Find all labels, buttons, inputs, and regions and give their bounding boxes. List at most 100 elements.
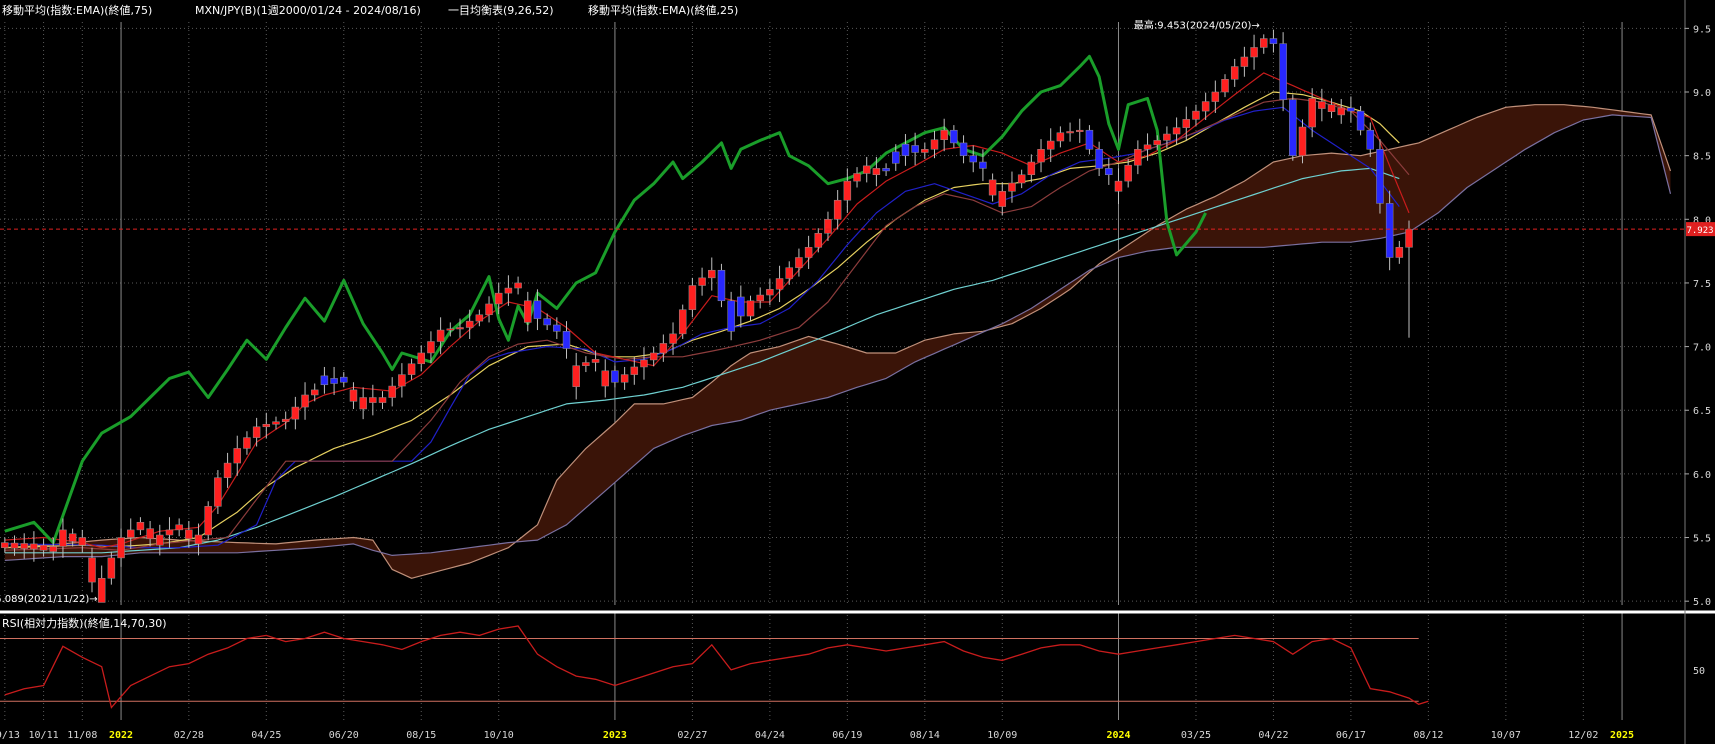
- cloud-fill: [4, 104, 1671, 579]
- y-tick-label: 5.5: [1693, 534, 1711, 545]
- candle-body: [775, 278, 784, 290]
- candle-body: [543, 318, 551, 326]
- x-tick-label: 08/15: [406, 730, 436, 741]
- candle-body: [465, 320, 474, 328]
- x-tick-label: 09/13: [0, 730, 20, 741]
- candle-body: [223, 462, 232, 478]
- candle-body: [1376, 149, 1384, 204]
- candle-body: [446, 328, 455, 331]
- candle-body: [620, 374, 629, 383]
- x-tick-label: 04/24: [755, 730, 785, 741]
- candle-body: [766, 289, 774, 296]
- y-tick-label: 8.5: [1693, 152, 1711, 163]
- candle-body: [146, 528, 154, 540]
- candle-body: [243, 437, 251, 449]
- candle-body: [553, 324, 561, 332]
- candle-body: [427, 341, 435, 354]
- rsi-panel: [0, 625, 1429, 709]
- candle-body: [1366, 129, 1375, 150]
- candle-body: [1395, 247, 1404, 258]
- candle-body: [107, 557, 116, 579]
- candle-body: [930, 139, 939, 150]
- candle-body: [582, 362, 590, 366]
- candle-body: [407, 363, 416, 375]
- candle-body: [291, 406, 300, 420]
- candle-body: [562, 331, 571, 349]
- candle-body: [494, 292, 503, 305]
- candle-body: [1385, 203, 1394, 258]
- candle-body: [969, 155, 977, 163]
- candle-body: [20, 543, 28, 549]
- candle-body: [1, 542, 9, 548]
- axes: 9.5 9.0 8.5 8.0 7.5 7.0 6.5 6.0 5.5 5.0 50 09/13 10/…: [0, 24, 1711, 741]
- candle-body: [524, 300, 532, 323]
- y-tick-label: 7.0: [1693, 343, 1711, 354]
- candle-body: [746, 300, 755, 317]
- candle-body: [117, 537, 125, 559]
- ema25-line: [4, 91, 1400, 549]
- candle-body: [795, 257, 803, 268]
- candle-body: [330, 378, 338, 384]
- annotations: 7.923 最高:9.453(2024/05/20)→ 最安:5.089(2021/…: [0, 18, 1715, 605]
- candle-body: [727, 300, 735, 332]
- candle-body: [388, 385, 396, 398]
- candle-body: [1085, 129, 1094, 150]
- candle-body: [1260, 38, 1268, 48]
- header-ichimoku: 一目均衡表(9,26,52): [448, 3, 554, 17]
- last-price-label: 7.923: [1686, 226, 1713, 236]
- tenkan-line: [4, 72, 1410, 549]
- candle-body: [97, 578, 106, 603]
- candle-body: [1356, 110, 1365, 131]
- candle-body: [572, 365, 580, 387]
- candle-body: [272, 421, 280, 425]
- candle-body: [204, 506, 212, 536]
- low-price-label: 最安:5.089(2021/11/22)→: [0, 592, 98, 605]
- high-price-label: 最高:9.453(2024/05/20)→: [1134, 18, 1260, 31]
- x-tick-label: 06/19: [832, 730, 862, 741]
- candle-body: [698, 277, 706, 286]
- rsi-line: [4, 625, 1429, 709]
- candle-body: [737, 296, 745, 317]
- candle-body: [398, 374, 406, 387]
- candle-body: [1124, 164, 1132, 182]
- candle-body: [156, 534, 164, 546]
- candle-body: [262, 423, 271, 428]
- candle-body: [688, 285, 697, 310]
- candle-body: [1201, 101, 1210, 112]
- candle-body: [921, 149, 929, 153]
- x-tick-label: 12/02: [1568, 730, 1598, 741]
- candle-body: [39, 544, 48, 551]
- candle-body: [1182, 119, 1191, 128]
- candle-body: [378, 397, 387, 403]
- candle-body: [1017, 174, 1026, 184]
- candle-body: [901, 143, 910, 156]
- header-ma25: 移動平均(指数:EMA)(終値,25): [588, 3, 738, 17]
- candle-body: [359, 397, 367, 410]
- indicator-lines: [4, 54, 1410, 554]
- x-tick-label: 2025: [1610, 730, 1634, 741]
- candle-body: [340, 376, 348, 383]
- candle-body: [1250, 47, 1258, 58]
- candle-body: [514, 282, 522, 289]
- candle-body: [214, 477, 222, 507]
- candle-body: [1143, 144, 1152, 150]
- candle-body: [1211, 91, 1220, 102]
- rsi-tick-label: 50: [1693, 666, 1705, 677]
- candle-body: [1347, 107, 1355, 112]
- candle-body: [1327, 104, 1336, 112]
- x-tick-label: 04/25: [251, 730, 281, 741]
- candle-body: [78, 537, 87, 546]
- candle-body: [649, 352, 658, 361]
- candle-body: [717, 269, 726, 302]
- candle-body: [301, 394, 309, 408]
- candle-body: [814, 233, 823, 248]
- candle-body: [630, 366, 639, 375]
- x-tick-label: 04/22: [1258, 730, 1288, 741]
- candle-body: [959, 142, 968, 156]
- x-tick-label: 08/12: [1413, 730, 1443, 741]
- candle-body: [436, 329, 445, 342]
- candle-body: [175, 524, 183, 531]
- candle-body: [1105, 168, 1113, 176]
- candle-body: [1163, 133, 1171, 141]
- candle-body: [194, 534, 203, 545]
